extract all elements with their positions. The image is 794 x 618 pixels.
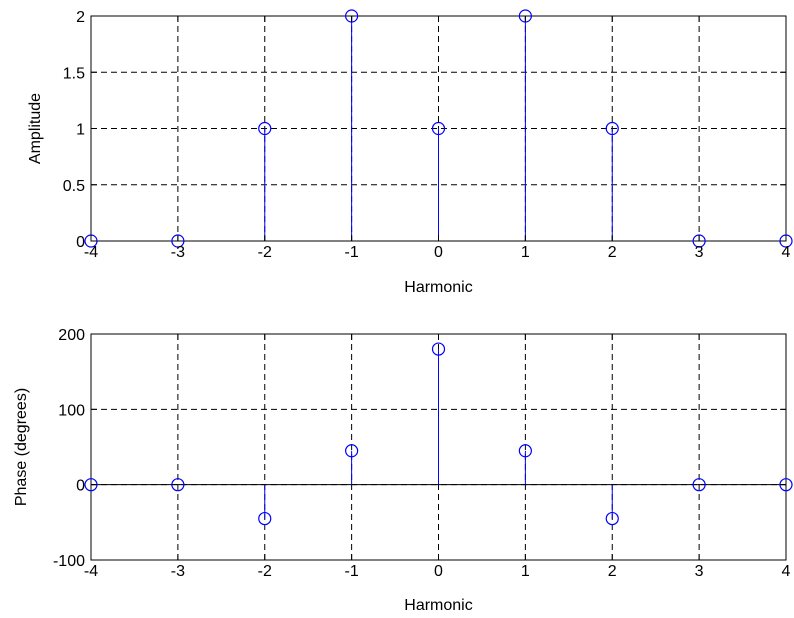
phase-x-tick-label: 1 bbox=[521, 563, 530, 580]
phase-y-tick-label: 0 bbox=[76, 478, 85, 495]
phase-axes: -4 -3 -2 -1 0 1 2 3 4 -100 0 100 200 Harmonic Phase… bbox=[13, 327, 793, 614]
amplitude-y-tick-label: 0.5 bbox=[63, 178, 85, 195]
amplitude-x-tick-label: 0 bbox=[434, 244, 443, 261]
amplitude-x-tick-label: 1 bbox=[521, 244, 530, 261]
amplitude-x-tick-label: -4 bbox=[84, 244, 98, 261]
phase-y-axis-label: Phase (degrees) bbox=[13, 388, 30, 506]
phase-y-tick-label: -100 bbox=[53, 553, 85, 570]
amplitude-x-axis-label: Harmonic bbox=[404, 279, 472, 296]
amplitude-x-tick-label: 2 bbox=[608, 244, 617, 261]
phase-x-axis-label: Harmonic bbox=[404, 597, 472, 614]
phase-stem-marker bbox=[518, 444, 532, 458]
phase-x-tick-label: -1 bbox=[345, 563, 359, 580]
phase-stem-marker bbox=[258, 511, 272, 526]
amplitude-x-tick-label: -3 bbox=[171, 244, 185, 261]
phase-stem-marker bbox=[171, 478, 185, 492]
amplitude-stem-marker bbox=[605, 121, 619, 136]
amplitude-axes: -4 -3 -2 -1 0 1 2 3 4 0 0.5 1 1.5 2 Harmonic Amplitu… bbox=[27, 9, 793, 296]
amplitude-x-tick-label: 4 bbox=[782, 244, 791, 261]
amplitude-y-tick-label: 2 bbox=[76, 9, 85, 26]
amplitude-y-axis-label: Amplitude bbox=[27, 93, 44, 164]
phase-x-tick-label: 4 bbox=[782, 563, 791, 580]
amplitude-y-tick-label: 0 bbox=[76, 234, 85, 251]
amplitude-stem-marker bbox=[258, 121, 272, 136]
phase-x-tick-label: -3 bbox=[171, 563, 185, 580]
amplitude-x-tick-label: -1 bbox=[345, 244, 359, 261]
phase-x-tick-label: 0 bbox=[434, 563, 443, 580]
phase-x-tick-label: 2 bbox=[608, 563, 617, 580]
amplitude-stem-marker bbox=[431, 121, 446, 136]
phase-y-tick-label: 200 bbox=[58, 327, 85, 344]
phase-x-tick-label: 3 bbox=[695, 563, 704, 580]
phase-y-tick-label: 100 bbox=[58, 402, 85, 419]
phase-stem-marker bbox=[345, 444, 359, 458]
phase-x-tick-label: -2 bbox=[258, 563, 272, 580]
amplitude-y-tick-label: 1.5 bbox=[63, 65, 85, 82]
phase-stem-marker bbox=[431, 342, 446, 356]
amplitude-y-tick-label: 1 bbox=[76, 122, 85, 139]
amplitude-x-tick-label: -2 bbox=[258, 244, 272, 261]
amplitude-x-tick-label: 3 bbox=[695, 244, 704, 261]
phase-stem-marker bbox=[605, 511, 619, 526]
phase-x-tick-label: -4 bbox=[84, 563, 98, 580]
phase-stem-marker bbox=[692, 478, 706, 492]
